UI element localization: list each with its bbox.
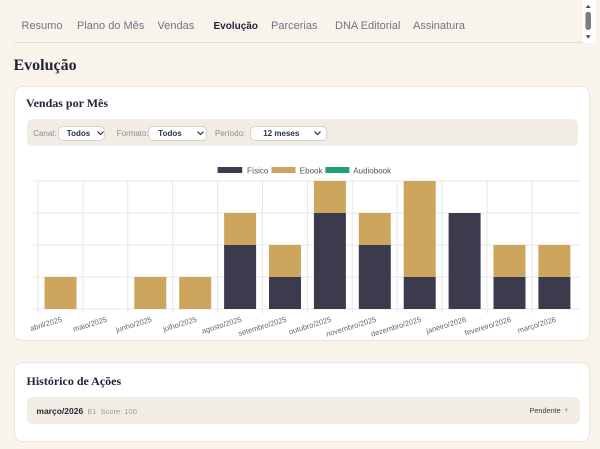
svg-text:Ebook: Ebook — [300, 167, 324, 176]
svg-text:Audiobook: Audiobook — [353, 167, 392, 176]
svg-text:abril/2025: abril/2025 — [29, 315, 63, 333]
svg-text:novembro/2025: novembro/2025 — [325, 315, 377, 339]
svg-text:maio/2025: maio/2025 — [72, 315, 108, 334]
svg-text:junho/2025: junho/2025 — [114, 315, 153, 335]
svg-text:janeiro/2026: janeiro/2026 — [424, 315, 467, 336]
svg-text:março/2026: março/2026 — [516, 315, 557, 335]
svg-text:Físico: Físico — [247, 167, 269, 176]
svg-text:dezembro/2025: dezembro/2025 — [370, 315, 422, 339]
svg-text:agosto/2025: agosto/2025 — [201, 315, 243, 336]
svg-text:setembro/2025: setembro/2025 — [237, 315, 287, 338]
svg-text:fevereiro/2026: fevereiro/2026 — [464, 315, 512, 338]
svg-text:julho/2025: julho/2025 — [161, 315, 198, 334]
